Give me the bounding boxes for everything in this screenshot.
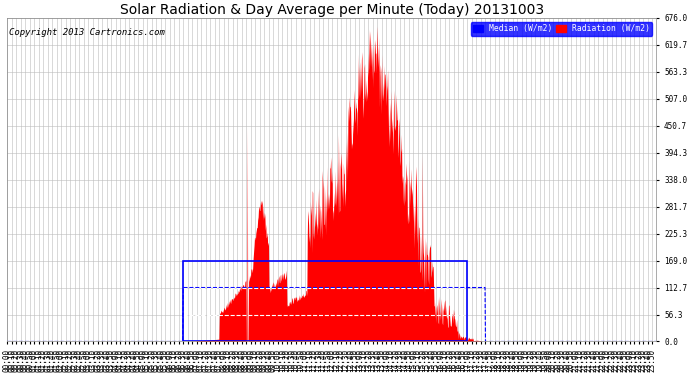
Legend: Median (W/m2), Radiation (W/m2): Median (W/m2), Radiation (W/m2) xyxy=(471,22,653,36)
Text: Copyright 2013 Cartronics.com: Copyright 2013 Cartronics.com xyxy=(8,28,164,37)
Bar xyxy=(184,261,467,342)
Title: Solar Radiation & Day Average per Minute (Today) 20131003: Solar Radiation & Day Average per Minute… xyxy=(120,3,544,17)
